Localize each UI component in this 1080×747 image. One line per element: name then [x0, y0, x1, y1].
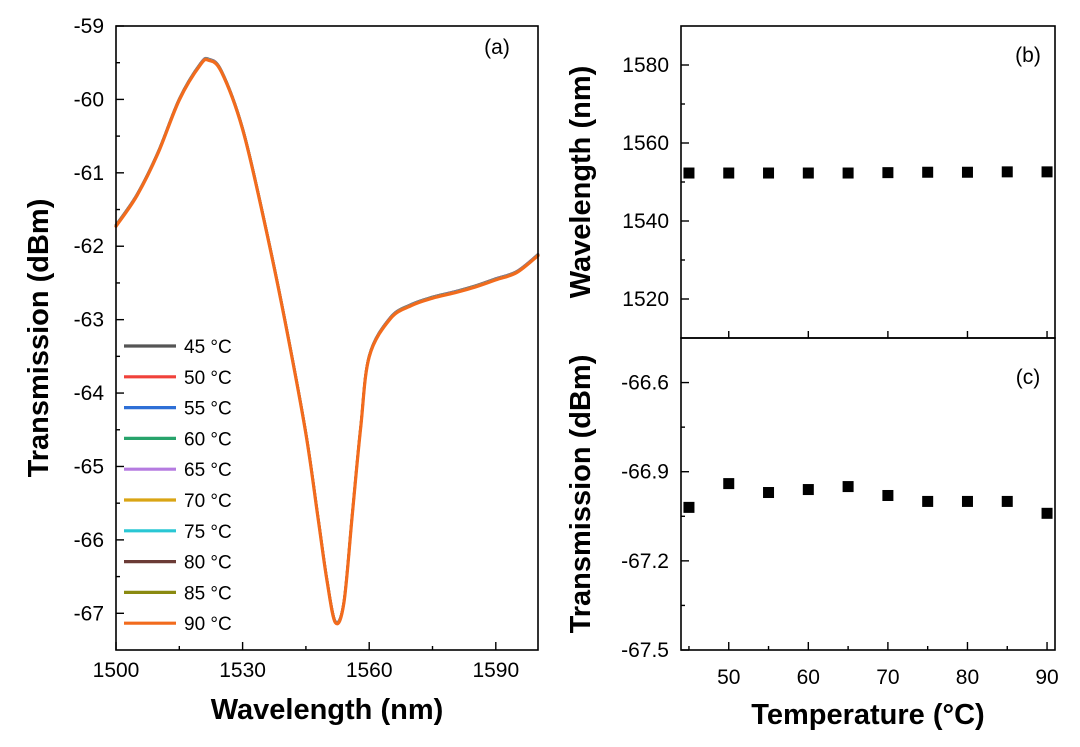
panel-a-legend: 45 °C 50 °C 55 °C 60 °C 65 °C 70 °C 75 °C 80 °C…: [124, 337, 232, 635]
series-line-45c: [114, 56, 540, 624]
data-point: [842, 481, 854, 493]
panel-a-tag: (a): [484, 36, 510, 59]
data-point: [922, 166, 934, 178]
series-line-50c: [114, 57, 540, 624]
series-line-60c: [114, 57, 540, 625]
series-line-55c: [114, 57, 540, 624]
panel-c-x-tick-label: 60: [797, 666, 820, 689]
panel-b-frame: [680, 25, 1056, 339]
panel-b-y-axis-title: Wavelength (nm): [565, 66, 597, 299]
panel-a: 1500 1530 1560 1590 -59 -60 -61 -62 -63 -64 -65 -66…: [23, 15, 540, 726]
panel-c-y-tick-label: -66.6: [621, 372, 669, 395]
series-line-85c: [114, 58, 540, 625]
series-line-75c: [114, 57, 540, 625]
series-line-80c: [114, 57, 540, 625]
data-point: [842, 167, 854, 179]
panel-a-ticks: 1500 1530 1560 1590 -59 -60 -61 -62 -63 -64 -65 -66…: [74, 15, 520, 682]
data-point: [763, 167, 775, 179]
panel-c-y-tick-label: -67.2: [621, 550, 669, 573]
data-point: [1041, 166, 1053, 178]
panel-a-x-tick-label: 1500: [93, 659, 140, 682]
legend-label: 45 °C: [184, 337, 232, 358]
legend-label: 85 °C: [184, 583, 232, 604]
panel-a-y-tick-label: -65: [74, 455, 104, 478]
panel-a-plot-area: [114, 56, 540, 626]
panel-b-tag: (b): [1015, 44, 1041, 67]
legend-label: 80 °C: [184, 553, 232, 574]
panel-a-y-tick-label: -59: [74, 15, 104, 38]
data-point: [683, 167, 695, 179]
legend-label: 90 °C: [184, 614, 232, 635]
legend-label: 55 °C: [184, 399, 232, 420]
panel-b-y-tick-label: 1560: [622, 132, 669, 155]
data-point: [961, 495, 973, 507]
legend-label: 50 °C: [184, 368, 232, 389]
panel-a-y-tick-label: -63: [74, 309, 104, 332]
panel-a-x-tick-label: 1530: [219, 659, 266, 682]
data-point: [802, 167, 814, 179]
panel-b-y-tick-label: 1520: [622, 288, 669, 311]
panel-b: 1520 1540 1560 1580 (b) Wavelength (nm): [565, 25, 1056, 339]
panel-c-frame: [680, 337, 1056, 651]
panel-c-x-tick-label: 80: [956, 666, 979, 689]
panel-c-tag: (c): [1016, 366, 1041, 389]
series-line-65c: [114, 57, 540, 625]
legend-label: 75 °C: [184, 522, 232, 543]
data-point: [922, 495, 934, 507]
panel-a-x-tick-label: 1560: [346, 659, 393, 682]
series-line-90c: [114, 57, 540, 626]
panel-c-x-tick-label: 90: [1035, 666, 1058, 689]
data-point: [723, 167, 735, 179]
panel-b-plot-area: [683, 166, 1053, 179]
series-line-70c: [114, 57, 540, 625]
panel-a-y-axis-title: Transmission (dBm): [23, 199, 55, 478]
legend-label: 65 °C: [184, 460, 232, 481]
data-point: [1041, 507, 1053, 519]
data-point: [882, 167, 894, 179]
panel-c-x-tick-label: 50: [717, 666, 740, 689]
panel-b-y-tick-label: 1580: [622, 54, 669, 77]
panel-a-frame: [115, 25, 539, 651]
panel-a-y-tick-label: -62: [74, 235, 104, 258]
data-point: [683, 501, 695, 513]
panel-a-y-tick-label: -66: [74, 529, 104, 552]
panel-c: -66.6 -66.9 -67.2 -67.5 50 60 70 80 90 (c) Tempe…: [565, 337, 1059, 731]
data-point: [763, 487, 775, 499]
data-point: [961, 166, 973, 178]
panel-a-y-tick-label: -67: [74, 602, 104, 625]
legend-label: 70 °C: [184, 491, 232, 512]
panel-c-x-tick-label: 70: [876, 666, 899, 689]
panel-c-plot-area: [683, 478, 1053, 519]
panel-c-y-axis-title: Transmission (dBm): [565, 355, 597, 634]
data-point: [882, 489, 894, 501]
data-point: [802, 484, 814, 496]
data-point: [1001, 166, 1013, 178]
panel-a-x-tick-label: 1590: [472, 659, 519, 682]
panel-c-ticks: -66.6 -66.9 -67.2 -67.5 50 60 70 80 90: [621, 372, 1059, 689]
data-point: [1001, 495, 1013, 507]
panel-c-y-tick-label: -67.5: [621, 639, 669, 662]
panel-b-y-tick-label: 1540: [622, 210, 669, 233]
panel-a-x-axis-title: Wavelength (nm): [211, 694, 444, 726]
panel-b-ticks: 1520 1540 1560 1580: [622, 54, 1048, 338]
legend-label: 60 °C: [184, 429, 232, 450]
panel-c-y-tick-label: -66.9: [621, 461, 669, 484]
panel-a-y-tick-label: -61: [74, 162, 104, 185]
panel-a-y-tick-label: -64: [74, 382, 105, 405]
data-point: [723, 478, 735, 490]
panel-a-y-tick-label: -60: [74, 88, 104, 111]
panel-c-x-axis-title: Temperature (°C): [751, 699, 984, 731]
